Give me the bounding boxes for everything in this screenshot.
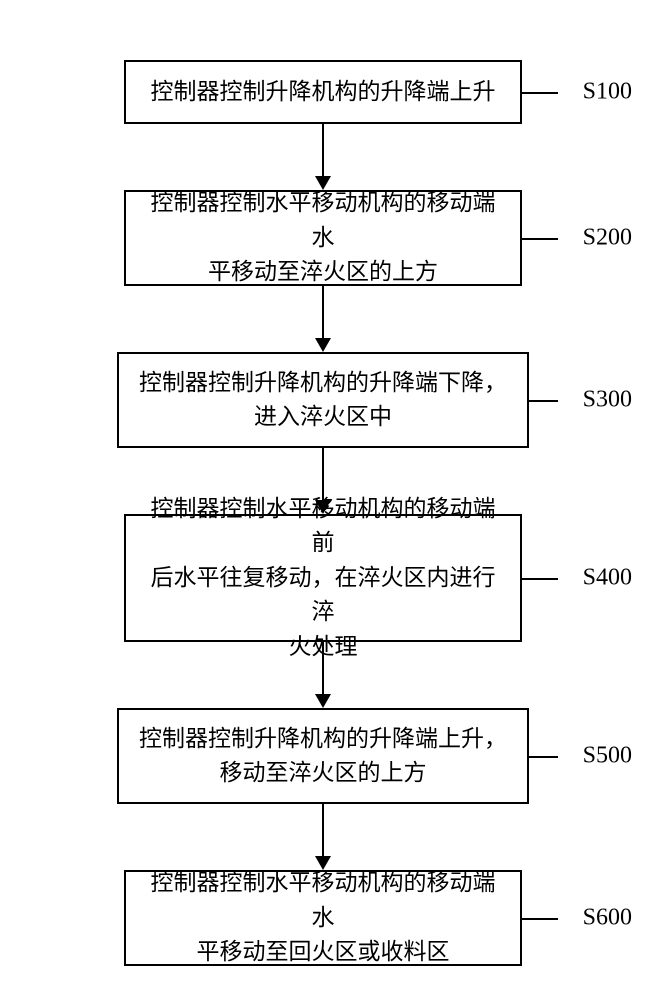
connector-s100 [522,92,558,94]
arrow-head-4 [315,694,331,708]
step-text-s400-l1: 控制器控制水平移动机构的移动端前 [142,492,504,561]
step-box-s400: 控制器控制水平移动机构的移动端前 后水平往复移动，在淬火区内进行淬 火处理 [124,514,522,642]
step-label-s300: S300 [583,387,632,414]
step-box-s200: 控制器控制水平移动机构的移动端水 平移动至淬火区的上方 [124,190,522,286]
step-text-s300-l1: 控制器控制升降机构的升降端下降， [139,366,507,401]
connector-s500 [529,756,558,758]
step-label-s200: S200 [583,225,632,252]
flowchart-container: 控制器控制升降机构的升降端上升 S100 控制器控制水平移动机构的移动端水 平移… [0,60,646,966]
arrow-2 [315,286,331,352]
step-label-s400: S400 [583,565,632,592]
step-label-s600: S600 [583,905,632,932]
arrow-head-2 [315,338,331,352]
step-text-s600-l1: 控制器控制水平移动机构的移动端水 [142,866,504,935]
step-row-s300: 控制器控制升降机构的升降端下降， 进入淬火区中 S300 [117,352,529,448]
arrow-line-1 [322,124,324,176]
arrow-line-5 [322,804,324,856]
step-label-s100: S100 [583,79,632,106]
step-box-s100: 控制器控制升降机构的升降端上升 [124,60,522,124]
step-text-s200-l1: 控制器控制水平移动机构的移动端水 [142,186,504,255]
arrow-4 [315,642,331,708]
arrow-line-2 [322,286,324,338]
step-row-s600: 控制器控制水平移动机构的移动端水 平移动至回火区或收料区 S600 [124,870,522,966]
step-box-s600: 控制器控制水平移动机构的移动端水 平移动至回火区或收料区 [124,870,522,966]
arrow-5 [315,804,331,870]
step-box-s500: 控制器控制升降机构的升降端上升， 移动至淬火区的上方 [117,708,529,804]
connector-s300 [529,400,558,402]
step-row-s400: 控制器控制水平移动机构的移动端前 后水平往复移动，在淬火区内进行淬 火处理 S4… [124,514,522,642]
step-text-s600-l2: 平移动至回火区或收料区 [142,935,504,970]
step-text-s300-l2: 进入淬火区中 [139,400,507,435]
step-row-s200: 控制器控制水平移动机构的移动端水 平移动至淬火区的上方 S200 [124,190,522,286]
step-row-s100: 控制器控制升降机构的升降端上升 S100 [124,60,522,124]
connector-s600 [522,918,558,920]
step-text-s500-l2: 移动至淬火区的上方 [139,756,507,791]
connector-s200 [522,238,558,240]
step-text-s400-l2: 后水平往复移动，在淬火区内进行淬 [142,561,504,630]
step-text-s500-l1: 控制器控制升降机构的升降端上升， [139,722,507,757]
connector-s400 [522,578,558,580]
arrow-1 [315,124,331,190]
step-box-s300: 控制器控制升降机构的升降端下降， 进入淬火区中 [117,352,529,448]
step-row-s500: 控制器控制升降机构的升降端上升， 移动至淬火区的上方 S500 [117,708,529,804]
arrow-line-4 [322,642,324,694]
step-text-s200-l2: 平移动至淬火区的上方 [142,255,504,290]
step-label-s500: S500 [583,743,632,770]
step-text-s100: 控制器控制升降机构的升降端上升 [151,75,496,110]
